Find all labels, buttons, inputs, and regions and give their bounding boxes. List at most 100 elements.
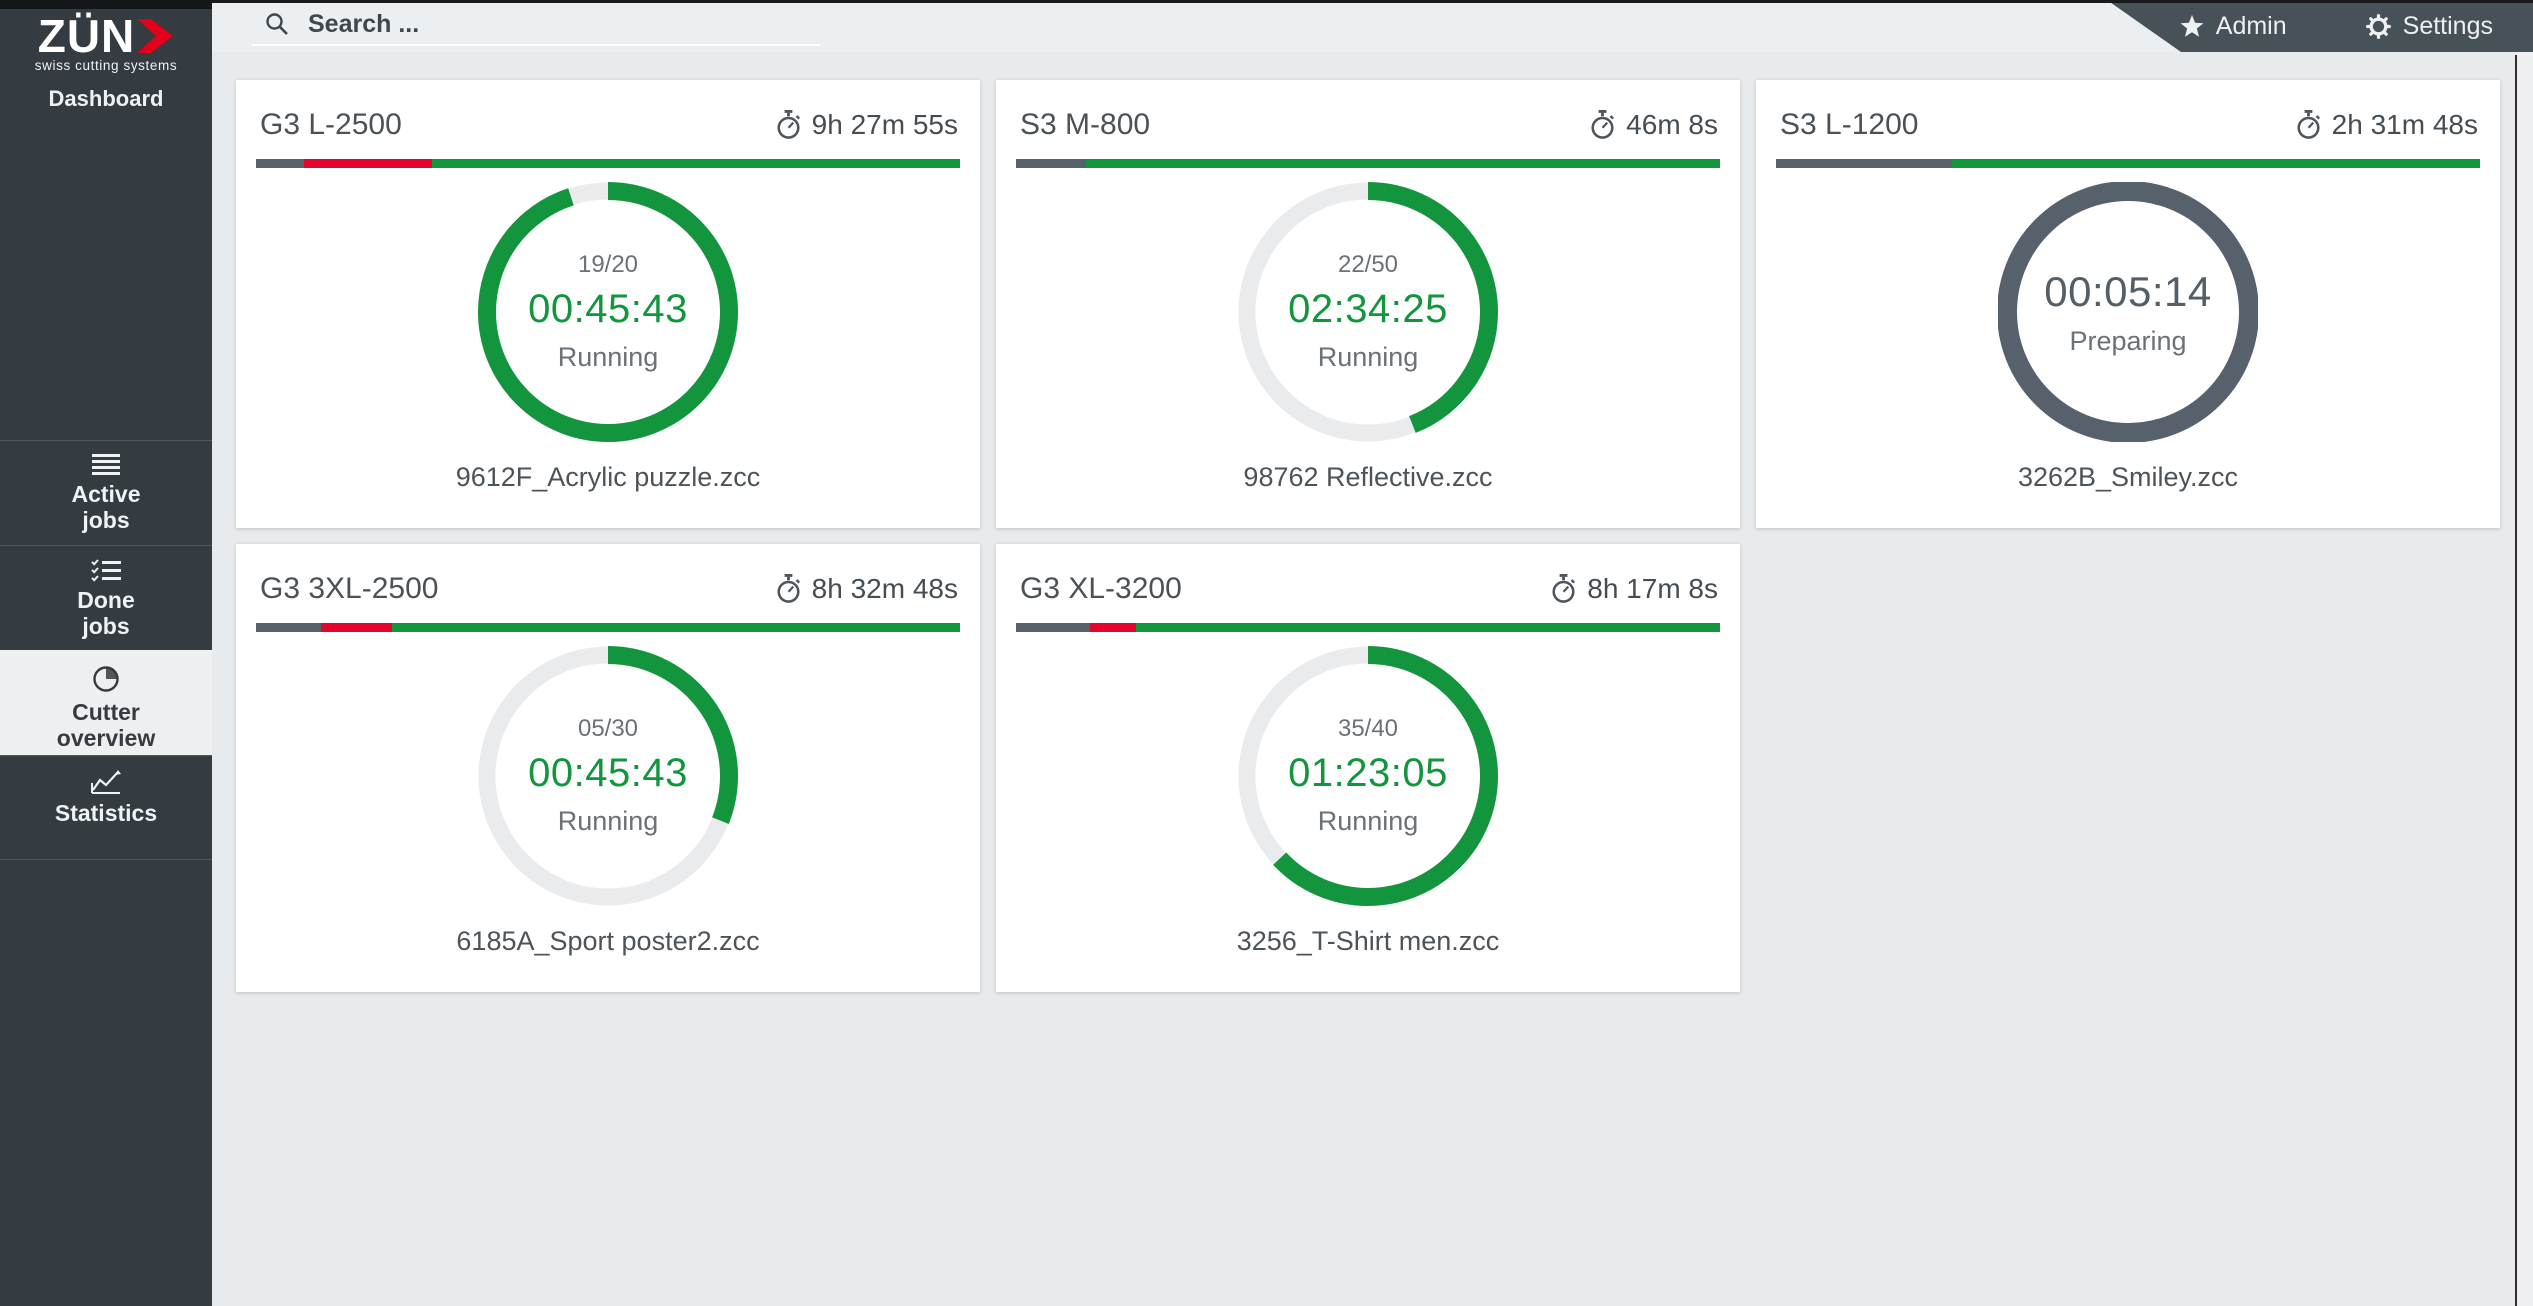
bar-segment-green	[391, 623, 960, 632]
progress-ring-svg	[478, 646, 738, 906]
ring-text: 35/40 01:23:05 Running	[1238, 646, 1498, 906]
bar-segment-red	[303, 159, 432, 168]
job-file-name: 9612F_Acrylic puzzle.zcc	[455, 462, 761, 492]
ring-text: 19/20 00:45:43 Running	[478, 182, 738, 442]
sidebar-item-label: overview	[56, 725, 156, 751]
job-file-name: 3256_T-Shirt men.zcc	[1236, 926, 1500, 956]
machine-name: G3 XL-3200	[1020, 572, 1182, 605]
cutter-card[interactable]: G3 XL-3200 8h 17m 8s	[996, 544, 1740, 992]
gear-icon	[2365, 13, 2391, 39]
progress-ring-svg	[1238, 182, 1498, 442]
search-icon	[266, 13, 288, 35]
bar-segment-gray	[256, 623, 321, 632]
sidebar-item-label: Done	[77, 587, 135, 613]
scrollbar-thumb[interactable]	[2515, 55, 2517, 1306]
pie-chart-icon	[93, 666, 119, 692]
card-header: G3 XL-3200 8h 17m 8s	[996, 544, 1740, 606]
elapsed-time: 00:45:43	[528, 751, 688, 795]
machine-name: G3 3XL-2500	[260, 572, 439, 605]
job-progress-bar	[1776, 159, 2480, 168]
topbar: Admin Settings	[212, 0, 2533, 52]
status-label: Running	[557, 806, 659, 836]
sidebar-item-active-jobs[interactable]: Active jobs	[0, 440, 212, 545]
card-header: G3 3XL-2500 8h 32m 48s	[236, 544, 980, 606]
stopwatch-icon	[777, 574, 800, 603]
time-remaining: 8h 17m 8s	[1550, 573, 1718, 605]
cutter-card[interactable]: S3 M-800 46m 8s	[996, 80, 1740, 528]
machine-name: G3 L-2500	[260, 108, 402, 141]
card-header: S3 M-800 46m 8s	[996, 80, 1740, 142]
cards-grid: G3 L-2500 9h 27m 55s	[236, 80, 2518, 992]
progress-ring: 35/40 01:23:05 Running	[1238, 646, 1498, 906]
time-remaining-label: 8h 17m 8s	[1587, 573, 1718, 604]
search-input[interactable]	[308, 9, 820, 39]
search-box	[252, 4, 820, 46]
progress-ring: 19/20 00:45:43 Running	[478, 182, 738, 442]
account-bar: Admin Settings	[2107, 0, 2533, 52]
ring-text: 00:05:14 Preparing	[1998, 182, 2258, 442]
bar-segment-red	[1089, 623, 1136, 632]
elapsed-time: 00:45:43	[528, 287, 688, 331]
time-remaining-label: 8h 32m 48s	[811, 573, 958, 604]
stopwatch-icon	[1591, 110, 1615, 139]
bar-segment-green	[1085, 159, 1720, 168]
logo-text: ZÜN	[37, 10, 136, 62]
cutter-card[interactable]: G3 3XL-2500 8h 32m 48s	[236, 544, 980, 992]
sidebar: ZÜN swiss cutting systems Dashboard Acti…	[0, 0, 212, 1306]
elapsed-time: 01:23:05	[1288, 751, 1448, 795]
sidebar-item-label: Statistics	[54, 800, 158, 826]
machine-name: S3 L-1200	[1780, 108, 1919, 141]
card-header: G3 L-2500 9h 27m 55s	[236, 80, 980, 142]
stopwatch-icon	[1552, 574, 1576, 603]
progress-ring-svg	[1998, 182, 2258, 442]
status-label: Running	[557, 342, 659, 372]
sidebar-item-label: Cutter	[72, 699, 140, 725]
bar-segment-green	[1952, 159, 2480, 168]
sidebar-nav: Active jobs Done jobs Cutter overview	[0, 440, 212, 860]
status-label: Running	[1317, 342, 1419, 372]
job-progress-bar	[256, 623, 960, 632]
piece-count: 05/30	[577, 715, 639, 742]
progress-ring-svg	[1238, 646, 1498, 906]
checklist-icon	[91, 559, 121, 582]
ring-text: 22/50 02:34:25 Running	[1238, 182, 1498, 442]
time-remaining-label: 2h 31m 48s	[2331, 109, 2478, 140]
app-title: Dashboard	[48, 86, 164, 111]
bar-segment-gray	[1016, 623, 1090, 632]
admin-menu[interactable]: Admin	[2179, 12, 2287, 41]
bar-segment-red	[320, 623, 392, 632]
job-progress-bar	[256, 159, 960, 168]
settings-label: Settings	[2402, 11, 2493, 40]
job-progress-bar	[1016, 159, 1720, 168]
progress-ring: 22/50 02:34:25 Running	[1238, 182, 1498, 442]
settings-menu[interactable]: Settings	[2365, 12, 2493, 41]
bar-segment-gray	[1776, 159, 1952, 168]
cutter-card[interactable]: G3 L-2500 9h 27m 55s	[236, 80, 980, 528]
time-remaining: 46m 8s	[1589, 109, 1718, 141]
status-label: Preparing	[2069, 325, 2187, 356]
time-remaining-label: 46m 8s	[1626, 109, 1718, 140]
sidebar-item-cutter-overview[interactable]: Cutter overview	[0, 650, 212, 755]
piece-count: 19/20	[577, 251, 639, 278]
time-remaining: 9h 27m 55s	[775, 109, 958, 141]
job-file-name: 6185A_Sport poster2.zcc	[456, 926, 760, 956]
sidebar-item-done-jobs[interactable]: Done jobs	[0, 545, 212, 650]
scrollbar-track	[2517, 52, 2533, 1306]
cutter-card[interactable]: S3 L-1200 2h 31m 48s	[1756, 80, 2500, 528]
sidebar-item-label: jobs	[82, 507, 130, 533]
job-file-name: 98762 Reflective.zcc	[1243, 462, 1493, 492]
sidebar-item-statistics[interactable]: Statistics	[0, 755, 212, 860]
admin-label: Admin	[2215, 11, 2287, 40]
progress-ring: 05/30 00:45:43 Running	[478, 646, 738, 906]
progress-ring: 00:05:14 Preparing	[1998, 182, 2258, 442]
sidebar-item-label: Active	[71, 481, 141, 507]
bar-segment-green	[431, 159, 960, 168]
bar-segment-green	[1135, 623, 1720, 632]
ring-text: 05/30 00:45:43 Running	[478, 646, 738, 906]
job-file-name: 3262B_Smiley.zcc	[2017, 462, 2239, 492]
time-remaining: 2h 31m 48s	[2295, 109, 2478, 141]
sidebar-item-label: jobs	[82, 613, 130, 639]
time-remaining-label: 9h 27m 55s	[811, 109, 958, 140]
list-icon	[92, 454, 120, 475]
card-header: S3 L-1200 2h 31m 48s	[1756, 80, 2500, 142]
